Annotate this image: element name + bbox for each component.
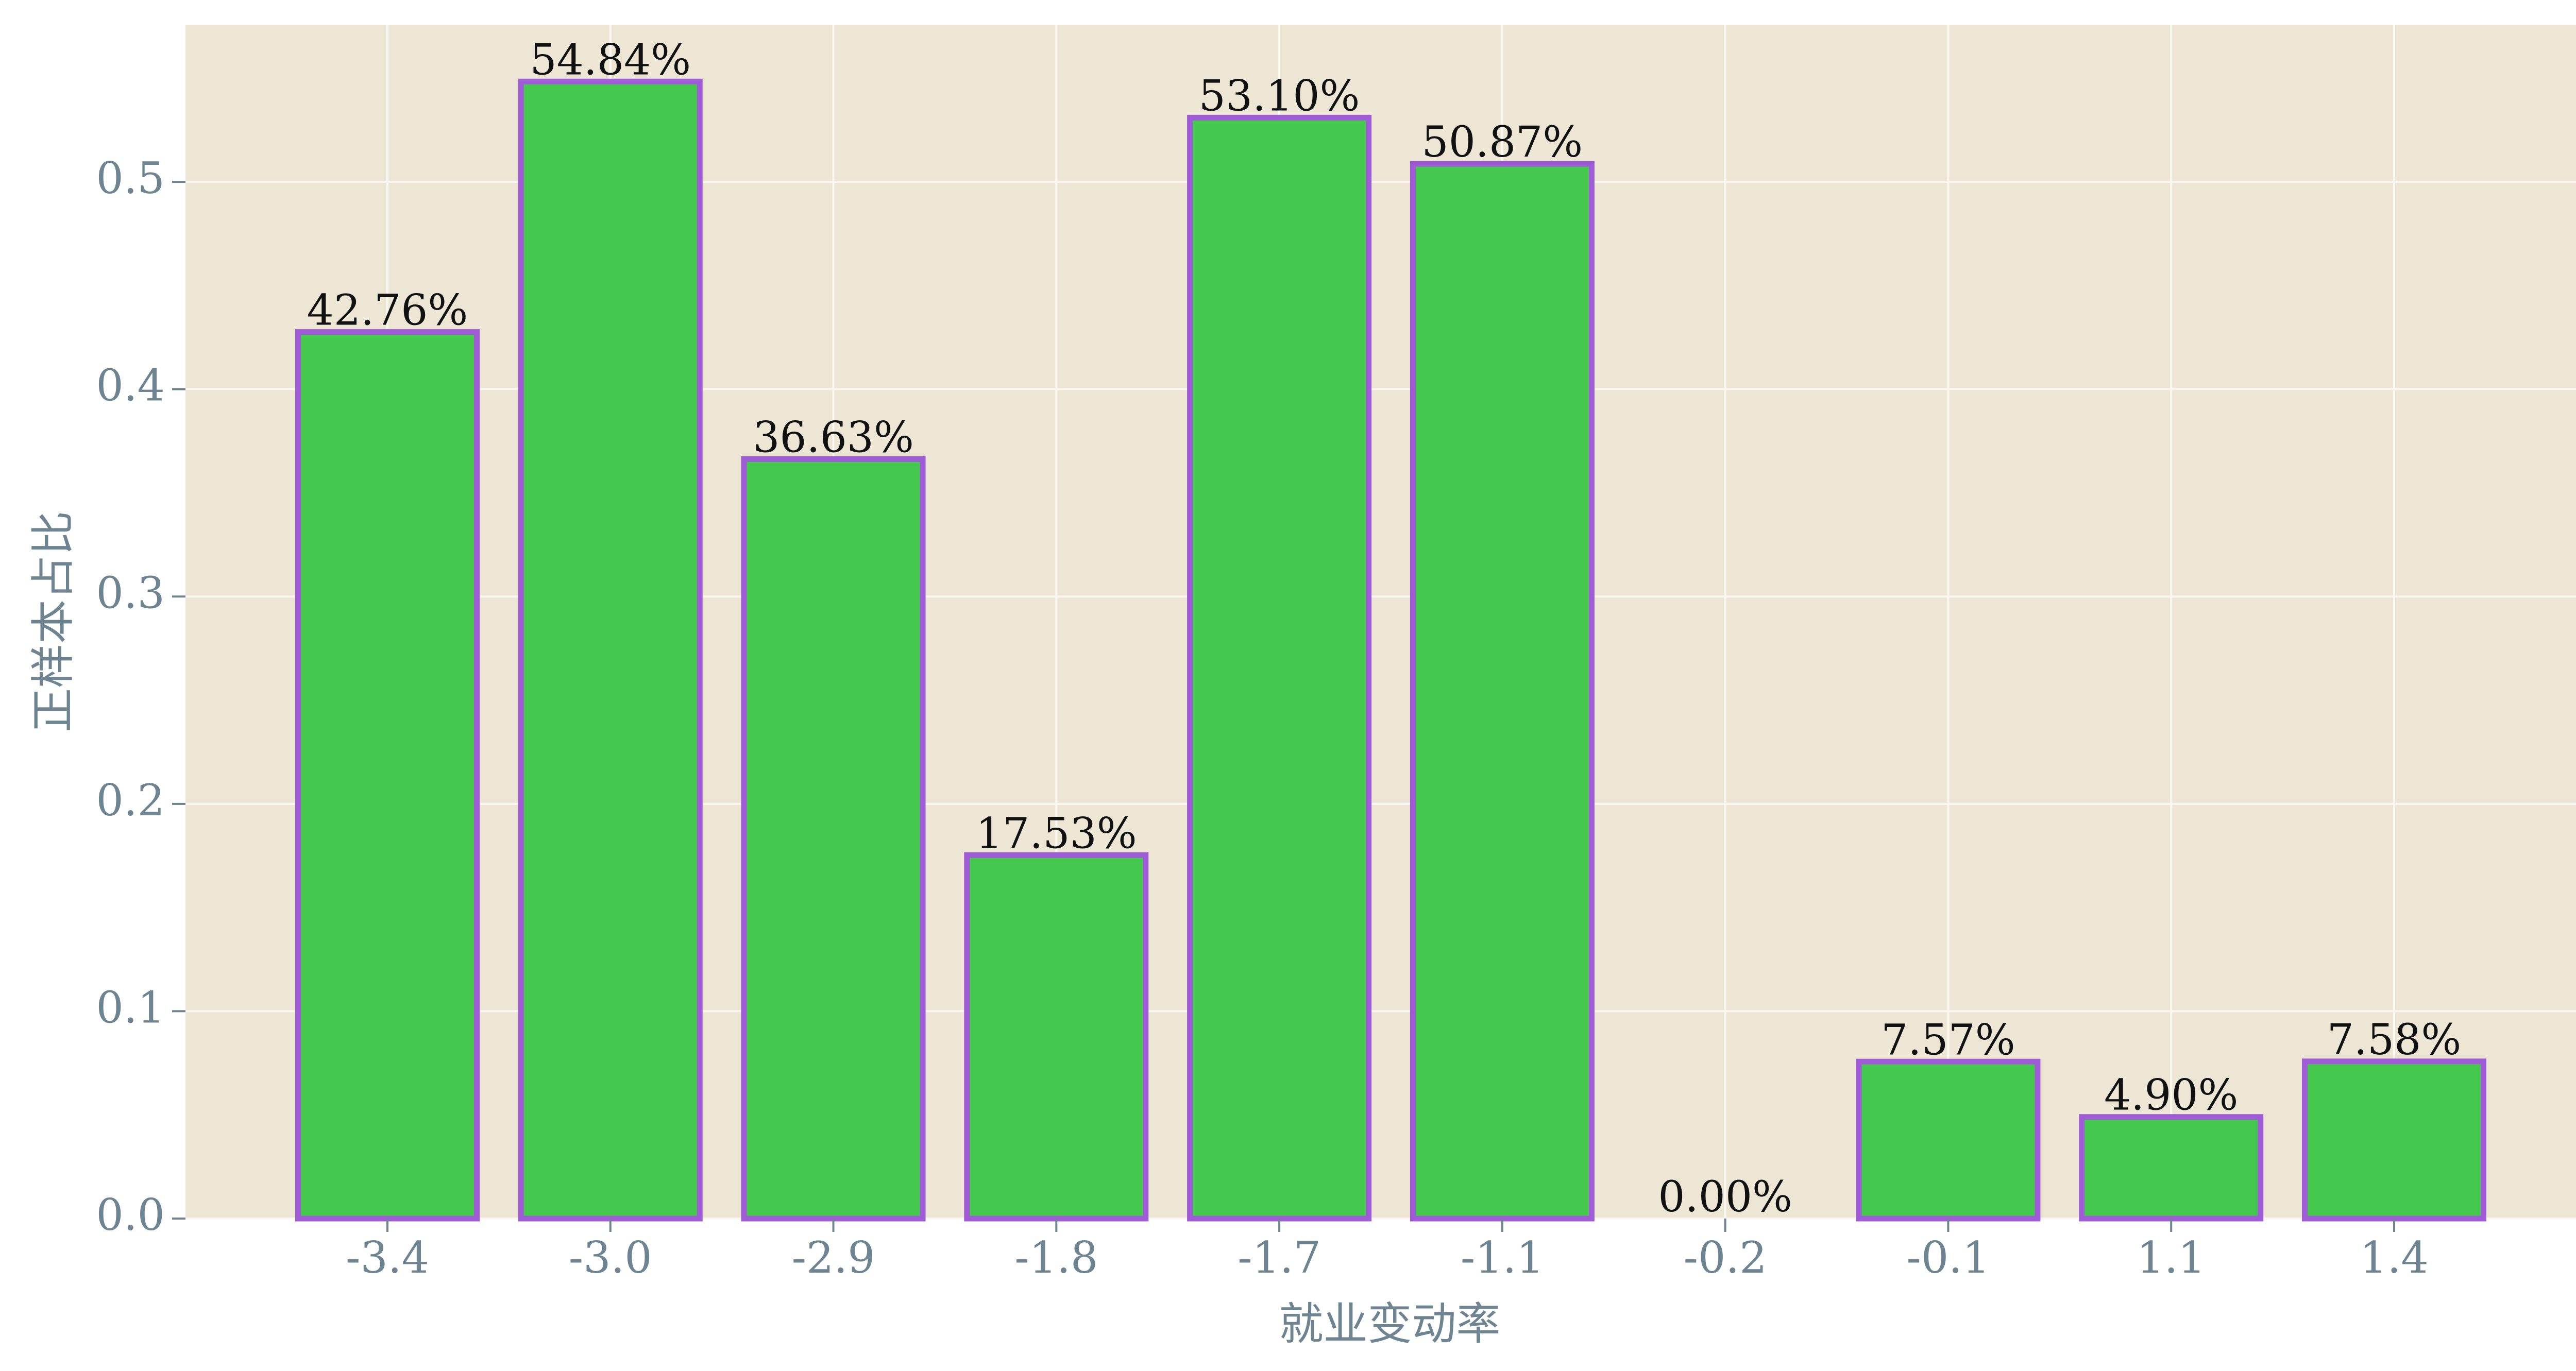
x-tick-label: -1.7	[1238, 1232, 1321, 1283]
bar-data-label: 4.90%	[2104, 1071, 2239, 1120]
bar-data-label: 17.53%	[976, 809, 1137, 858]
x-tick-label: 1.4	[2360, 1232, 2429, 1283]
bar-data-label: 7.58%	[2327, 1016, 2462, 1065]
bar	[2302, 1058, 2486, 1222]
y-tick-label: 0.0	[96, 1190, 165, 1240]
bars	[295, 78, 2486, 1222]
x-tick-label: -0.1	[1906, 1232, 1990, 1283]
x-tick-label: -2.9	[792, 1232, 875, 1283]
bar-data-label: 7.57%	[1881, 1016, 2015, 1065]
bar-data-label: 42.76%	[307, 286, 468, 335]
y-tick-label: 0.3	[96, 568, 165, 618]
bar	[2079, 1114, 2264, 1222]
y-axis-ticks: 0.0 0.1 0.2 0.3 0.4 0.5	[96, 153, 185, 1240]
data-labels: 42.76% 54.84% 36.63% 17.53% 53.10% 50.87% 0.00…	[307, 36, 2462, 1222]
bar	[964, 852, 1149, 1222]
y-tick-label: 0.5	[96, 153, 165, 203]
x-tick-label: 1.1	[2137, 1232, 2206, 1283]
bar	[518, 78, 703, 1222]
x-tick-label: -1.8	[1014, 1232, 1098, 1283]
bar	[1187, 114, 1372, 1222]
bar-data-label: 54.84%	[530, 36, 691, 84]
x-axis-ticks: -3.4 -3.0 -2.9 -1.8 -1.7 -1.1 -0.2 -0.1 1.1 1.4	[346, 1219, 2429, 1283]
bar-data-label: 53.10%	[1199, 72, 1360, 121]
y-axis-title: 正样本占比	[28, 511, 79, 732]
x-tick-label: -3.0	[569, 1232, 652, 1283]
y-tick-label: 0.1	[96, 982, 165, 1033]
bar	[1410, 161, 1595, 1222]
bar-data-label: 50.87%	[1422, 118, 1583, 167]
x-axis-title: 就业变动率	[1279, 1298, 1501, 1350]
x-tick-label: -1.1	[1461, 1232, 1544, 1283]
x-tick-label: -0.2	[1684, 1232, 1767, 1283]
y-tick-label: 0.4	[96, 361, 165, 411]
bar-data-label: 0.00%	[1658, 1173, 1792, 1222]
y-tick-label: 0.2	[96, 775, 165, 826]
bar	[741, 456, 926, 1222]
bar	[295, 329, 480, 1222]
bar-data-label: 36.63%	[753, 413, 914, 462]
x-tick-label: -3.4	[346, 1232, 429, 1283]
bar	[1856, 1058, 2041, 1222]
